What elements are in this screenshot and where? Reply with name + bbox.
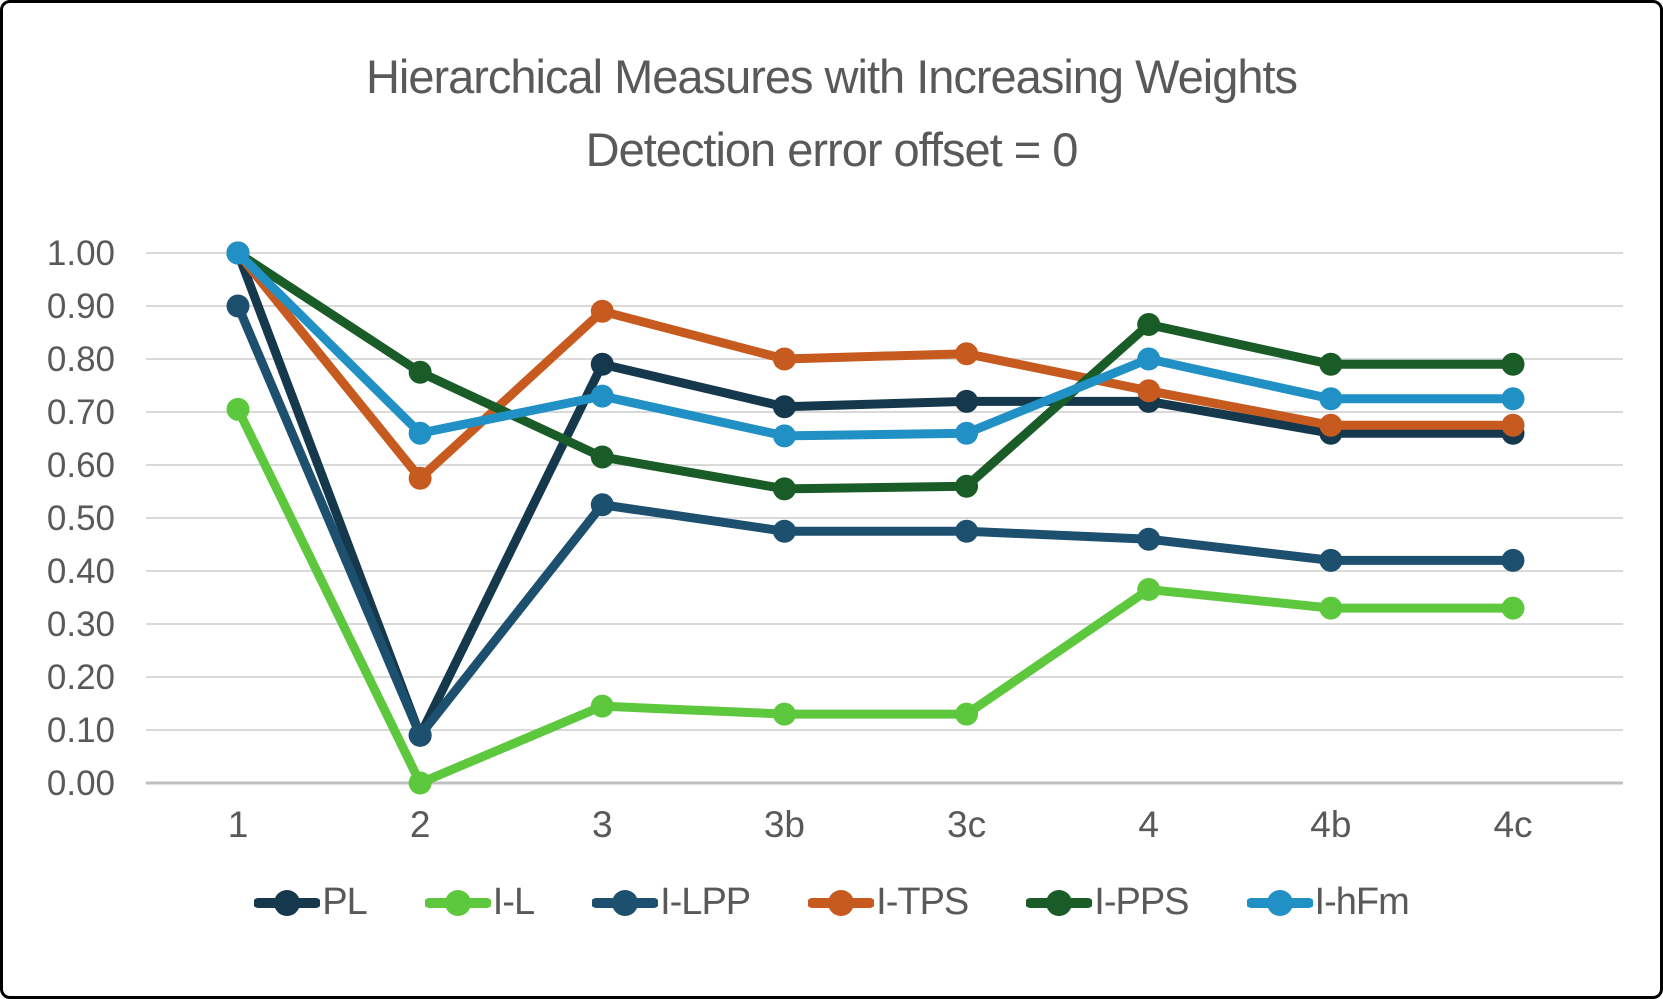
legend-label: I-hFm: [1314, 881, 1410, 923]
data-point-I-LPP-3c: [955, 519, 979, 543]
chart-legend: PL I-L I-LPP I-TPS I-PPS I-hFm: [3, 881, 1660, 924]
legend-marker-icon: [808, 889, 875, 916]
data-point-I-TPS-3: [590, 299, 614, 323]
data-point-I-PPS-3c: [955, 474, 979, 498]
legend-marker-icon: [592, 889, 659, 916]
y-tick-label: 0.60: [47, 446, 115, 485]
data-point-I-PPS-4: [1137, 313, 1161, 337]
data-point-I-hFm-4: [1137, 347, 1161, 371]
y-tick-label: 0.10: [47, 711, 115, 750]
legend-item-I-TPS: I-TPS: [808, 881, 969, 924]
legend-label: I-L: [492, 881, 535, 923]
legend-item-I-LPP: I-LPP: [592, 881, 751, 924]
data-point-I-TPS-4: [1137, 379, 1161, 403]
data-point-I-hFm-4b: [1319, 387, 1343, 411]
data-point-I-LPP-3b: [772, 519, 796, 543]
chart-subtitle: Detection error offset = 0: [585, 122, 1079, 176]
data-point-I-hFm-1: [226, 241, 250, 265]
x-tick-label: 4c: [1493, 804, 1532, 845]
legend-item-PL: PL: [254, 881, 368, 924]
data-point-I-PPS-3b: [772, 477, 796, 501]
legend-label: I-PPS: [1094, 881, 1189, 923]
x-tick-label: 4: [1138, 804, 1159, 845]
legend-label: I-TPS: [876, 881, 969, 923]
data-point-I-hFm-4c: [1501, 387, 1525, 411]
y-tick-label: 0.70: [47, 393, 115, 432]
data-point-I-PPS-3: [590, 445, 614, 469]
series-line-I-PPS: [233, 248, 1518, 494]
data-point-I-TPS-2: [408, 466, 432, 490]
data-point-I-L-3: [590, 694, 614, 718]
legend-item-I-L: I-L: [424, 881, 535, 924]
legend-marker-icon: [1026, 889, 1093, 916]
data-point-I-TPS-3b: [772, 347, 796, 371]
x-tick-label: 1: [228, 804, 249, 845]
data-point-I-TPS-4c: [1501, 413, 1525, 437]
x-tick-label: 2: [410, 804, 431, 845]
data-point-I-LPP-4: [1137, 527, 1161, 551]
y-tick-label: 0.30: [47, 605, 115, 644]
data-point-I-L-4: [1137, 578, 1161, 602]
legend-item-I-hFm: I-hFm: [1246, 881, 1410, 924]
data-point-I-LPP-1: [226, 294, 250, 318]
y-tick-label: 1.00: [47, 234, 115, 273]
legend-item-I-PPS: I-PPS: [1026, 881, 1190, 924]
data-point-I-TPS-4b: [1319, 413, 1343, 437]
series-line-I-LPP: [233, 301, 1518, 740]
data-point-I-LPP-4b: [1319, 548, 1343, 572]
x-tick-label: 4b: [1310, 804, 1351, 845]
data-point-I-L-2: [408, 771, 432, 795]
y-tick-label: 0.00: [47, 764, 115, 803]
data-point-PL-3b: [772, 395, 796, 419]
y-tick-label: 0.90: [47, 287, 115, 326]
data-point-I-hFm-3b: [772, 424, 796, 448]
data-point-I-TPS-3c: [955, 342, 979, 366]
data-point-I-hFm-2: [408, 421, 432, 445]
data-point-I-L-1: [226, 397, 250, 421]
data-point-I-L-4c: [1501, 596, 1525, 620]
data-point-I-LPP-2: [408, 723, 432, 747]
data-point-I-PPS-4b: [1319, 352, 1343, 376]
line-chart: 0.00 0.10 0.20 0.30 0.40 0.50 0.60 0.70 0.80 0.90…: [47, 234, 1623, 845]
data-point-I-PPS-4c: [1501, 352, 1525, 376]
series-line-I-TPS: [233, 248, 1518, 483]
data-point-I-hFm-3: [590, 384, 614, 408]
x-tick-label: 3c: [947, 804, 986, 845]
legend-marker-icon: [1246, 889, 1313, 916]
data-point-I-LPP-3: [590, 493, 614, 517]
data-point-I-PPS-2: [408, 360, 432, 384]
series-line-I-hFm: [233, 248, 1518, 441]
y-tick-label: 0.80: [47, 340, 115, 379]
data-point-I-L-3b: [772, 702, 796, 726]
legend-label: I-LPP: [660, 881, 751, 923]
data-point-I-hFm-3c: [955, 421, 979, 445]
x-tick-label: 3: [592, 804, 613, 845]
y-tick-label: 0.20: [47, 658, 115, 697]
data-point-I-LPP-4c: [1501, 548, 1525, 572]
legend-marker-icon: [424, 889, 491, 916]
data-point-I-L-4b: [1319, 596, 1343, 620]
y-tick-label: 0.50: [47, 499, 115, 538]
legend-label: PL: [322, 881, 367, 923]
x-tick-label: 3b: [764, 804, 805, 845]
data-point-PL-3: [590, 352, 614, 376]
series-line-I-L: [233, 404, 1518, 788]
data-point-PL-3c: [955, 389, 979, 413]
series-line-PL: [233, 248, 1518, 740]
data-point-I-L-3c: [955, 702, 979, 726]
chart-title: Hierarchical Measures with Increasing We…: [365, 50, 1298, 103]
y-tick-label: 0.40: [47, 552, 115, 591]
legend-marker-icon: [254, 889, 321, 916]
chart-title-block: Hierarchical Measures with Increasing We…: [3, 41, 1660, 187]
